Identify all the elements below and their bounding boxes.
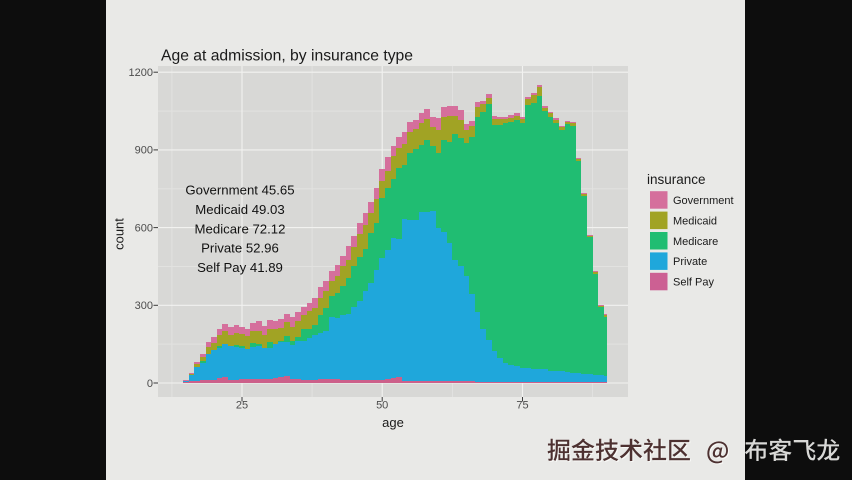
svg-text:50: 50 bbox=[376, 400, 388, 412]
svg-text:Medicare 72.12: Medicare 72.12 bbox=[195, 221, 286, 236]
svg-text:25: 25 bbox=[236, 400, 248, 412]
svg-text:insurance: insurance bbox=[647, 172, 706, 187]
svg-text:Medicare: Medicare bbox=[673, 236, 718, 248]
svg-text:900: 900 bbox=[135, 145, 153, 157]
svg-text:300: 300 bbox=[135, 300, 153, 312]
svg-text:Self Pay 41.89: Self Pay 41.89 bbox=[197, 260, 283, 275]
svg-text:Government 45.65: Government 45.65 bbox=[185, 183, 294, 198]
svg-text:Government: Government bbox=[673, 195, 734, 207]
svg-text:1200: 1200 bbox=[129, 67, 153, 79]
svg-text:age: age bbox=[382, 415, 404, 430]
svg-text:Self Pay: Self Pay bbox=[673, 277, 714, 289]
svg-text:Medicaid: Medicaid bbox=[673, 215, 717, 227]
svg-text:Private: Private bbox=[673, 256, 707, 268]
svg-text:0: 0 bbox=[147, 378, 153, 390]
svg-text:Age at admission, by insurance: Age at admission, by insurance type bbox=[161, 48, 413, 65]
svg-text:Private 52.96: Private 52.96 bbox=[201, 241, 279, 256]
svg-text:75: 75 bbox=[516, 400, 528, 412]
svg-text:600: 600 bbox=[135, 222, 153, 234]
svg-text:Medicaid 49.03: Medicaid 49.03 bbox=[195, 202, 284, 217]
svg-text:count: count bbox=[112, 218, 127, 250]
